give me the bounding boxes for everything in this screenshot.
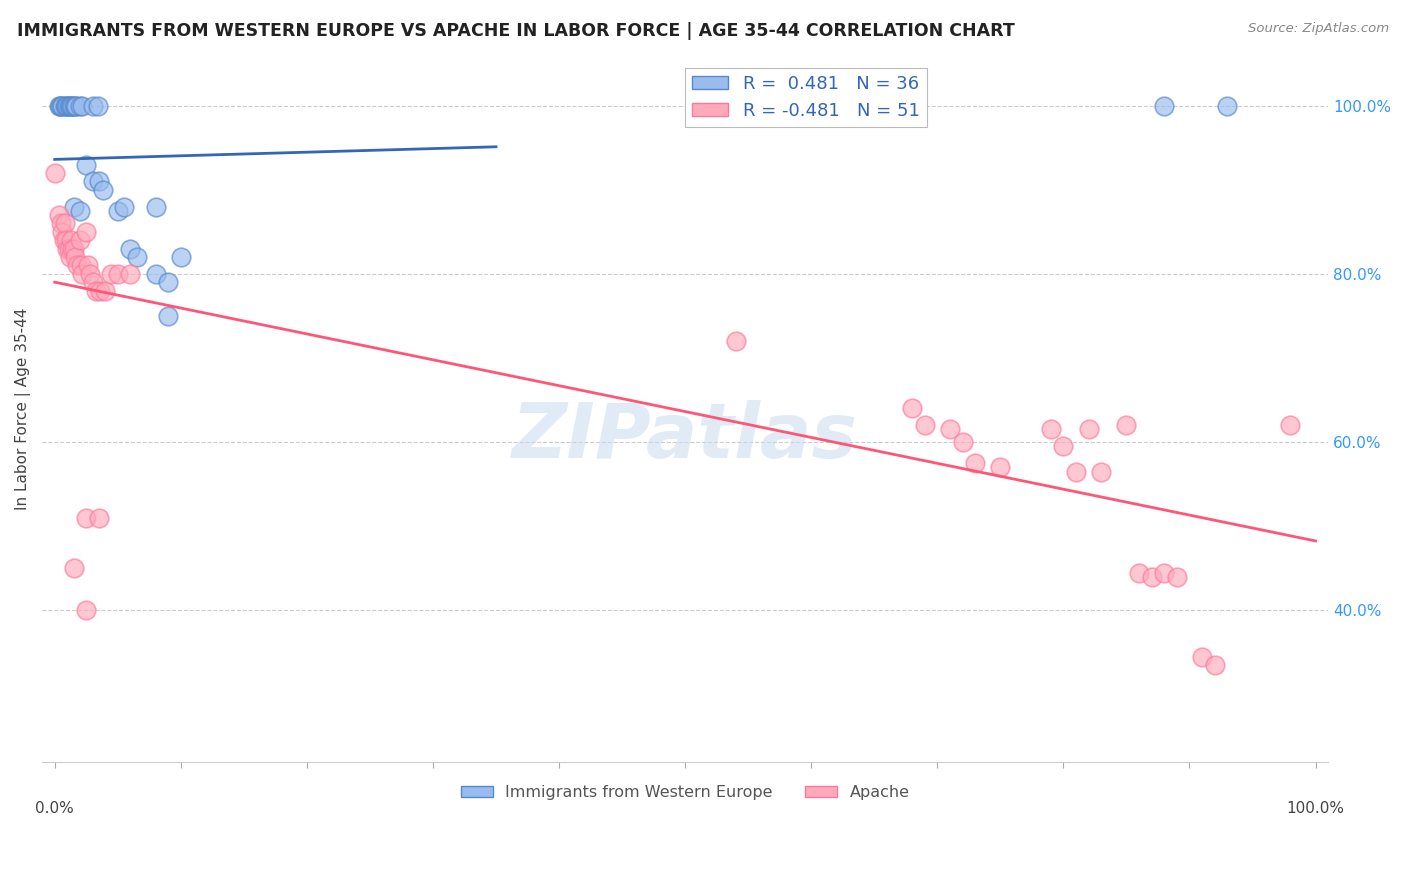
Text: ZIPatlas: ZIPatlas bbox=[512, 400, 858, 474]
Point bbox=[55, 233, 77, 247]
Point bbox=[1115, 418, 1137, 433]
Point bbox=[87, 174, 110, 188]
Point bbox=[69, 98, 91, 112]
Point bbox=[107, 267, 129, 281]
Point bbox=[79, 267, 101, 281]
Point bbox=[69, 203, 91, 218]
Point bbox=[55, 98, 77, 112]
Point bbox=[53, 216, 76, 230]
Point bbox=[60, 98, 83, 112]
Text: 0.0%: 0.0% bbox=[35, 801, 75, 815]
Point bbox=[49, 98, 72, 112]
Point bbox=[724, 334, 747, 348]
Point bbox=[63, 250, 86, 264]
Point bbox=[120, 242, 142, 256]
Point bbox=[49, 216, 72, 230]
Point bbox=[1140, 570, 1163, 584]
Point bbox=[1052, 439, 1074, 453]
Point bbox=[51, 98, 73, 112]
Point bbox=[86, 98, 108, 112]
Point bbox=[107, 203, 129, 218]
Point bbox=[851, 98, 873, 112]
Point bbox=[60, 98, 83, 112]
Point bbox=[51, 225, 73, 239]
Point bbox=[1128, 566, 1150, 580]
Point bbox=[1153, 566, 1175, 580]
Point bbox=[1153, 98, 1175, 112]
Point bbox=[87, 511, 110, 525]
Point bbox=[52, 233, 75, 247]
Point bbox=[58, 98, 80, 112]
Point bbox=[75, 603, 97, 617]
Point bbox=[1077, 422, 1099, 436]
Point bbox=[120, 267, 142, 281]
Point bbox=[157, 309, 180, 323]
Point bbox=[75, 157, 97, 171]
Point bbox=[1216, 98, 1239, 112]
Point bbox=[63, 98, 86, 112]
Point bbox=[62, 561, 84, 575]
Point bbox=[82, 275, 104, 289]
Y-axis label: In Labor Force | Age 35-44: In Labor Force | Age 35-44 bbox=[15, 307, 31, 509]
Point bbox=[56, 98, 79, 112]
Point bbox=[48, 208, 70, 222]
Text: IMMIGRANTS FROM WESTERN EUROPE VS APACHE IN LABOR FORCE | AGE 35-44 CORRELATION : IMMIGRANTS FROM WESTERN EUROPE VS APACHE… bbox=[17, 22, 1015, 40]
Point bbox=[1090, 465, 1112, 479]
Point bbox=[1166, 570, 1188, 584]
Point bbox=[70, 259, 93, 273]
Point bbox=[66, 259, 89, 273]
Point bbox=[72, 267, 94, 281]
Point bbox=[952, 435, 974, 450]
Point bbox=[75, 511, 97, 525]
Legend: Immigrants from Western Europe, Apache: Immigrants from Western Europe, Apache bbox=[454, 779, 915, 806]
Point bbox=[60, 242, 83, 256]
Point bbox=[988, 460, 1011, 475]
Point bbox=[939, 422, 962, 436]
Point bbox=[65, 98, 87, 112]
Point bbox=[53, 98, 76, 112]
Point bbox=[72, 98, 94, 112]
Point bbox=[59, 250, 82, 264]
Point bbox=[86, 284, 108, 298]
Point bbox=[91, 183, 114, 197]
Point bbox=[75, 225, 97, 239]
Point bbox=[56, 242, 79, 256]
Point bbox=[59, 98, 82, 112]
Point bbox=[48, 98, 70, 112]
Point bbox=[76, 259, 98, 273]
Point bbox=[1039, 422, 1062, 436]
Point bbox=[62, 200, 84, 214]
Point bbox=[170, 250, 193, 264]
Point bbox=[914, 418, 936, 433]
Point bbox=[69, 233, 91, 247]
Point bbox=[44, 166, 66, 180]
Point bbox=[145, 267, 167, 281]
Point bbox=[100, 267, 122, 281]
Point bbox=[157, 275, 180, 289]
Point bbox=[965, 456, 987, 470]
Text: Source: ZipAtlas.com: Source: ZipAtlas.com bbox=[1249, 22, 1389, 36]
Point bbox=[89, 284, 111, 298]
Point bbox=[82, 174, 104, 188]
Point bbox=[125, 250, 148, 264]
Point bbox=[82, 98, 104, 112]
Point bbox=[62, 98, 84, 112]
Point bbox=[58, 242, 80, 256]
Point bbox=[145, 200, 167, 214]
Point bbox=[62, 242, 84, 256]
Point bbox=[901, 401, 924, 416]
Point bbox=[94, 284, 117, 298]
Point bbox=[49, 98, 72, 112]
Point bbox=[1279, 418, 1302, 433]
Text: 100.0%: 100.0% bbox=[1286, 801, 1344, 815]
Point bbox=[60, 233, 83, 247]
Point bbox=[1064, 465, 1087, 479]
Point bbox=[112, 200, 135, 214]
Point bbox=[1191, 649, 1213, 664]
Point bbox=[1204, 658, 1226, 673]
